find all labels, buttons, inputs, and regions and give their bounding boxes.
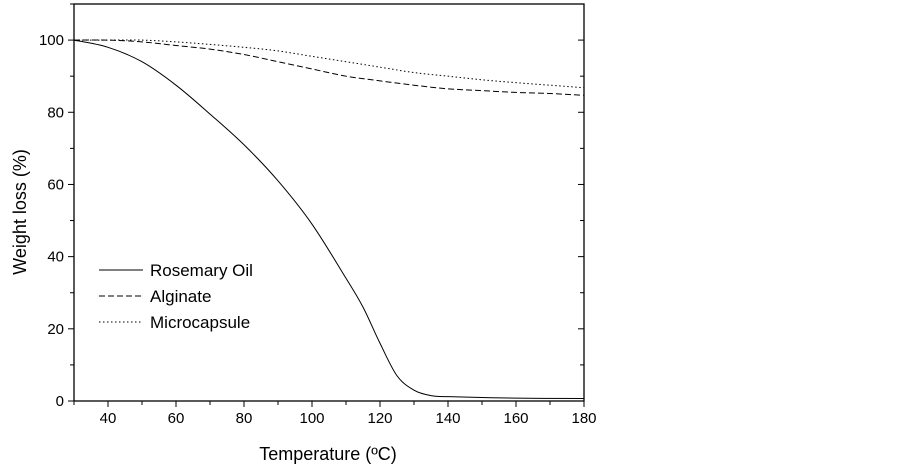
x-tick-label: 160 [503,410,528,427]
x-tick-label: 180 [571,410,596,427]
legend-label: Microcapsule [150,313,250,332]
y-axis-title: Weight loss (%) [10,149,30,275]
y-tick-label: 100 [39,32,64,49]
x-axis-title: Temperature (ºC) [259,444,397,464]
y-tick-label: 0 [56,393,64,410]
legend-label: Alginate [150,287,211,306]
legend-label: Rosemary Oil [150,261,253,280]
x-tick-label: 60 [168,410,185,427]
y-tick-label: 80 [47,104,64,121]
legend: Rosemary Oil Alginate Microcapsule [99,261,253,332]
x-tick-label: 100 [299,410,324,427]
x-tick-label: 140 [435,410,460,427]
series-line-alginate [73,39,585,96]
series-line-microcapsule [74,39,585,89]
y-tick-label: 40 [47,249,64,266]
x-tick-label: 40 [100,410,117,427]
plot-area-frame [73,3,585,402]
y-tick-label: 20 [47,321,64,338]
series-line-rosemary-oil [73,39,585,399]
y-tick-label: 60 [47,176,64,193]
x-tick-label: 120 [367,410,392,427]
x-tick-label: 80 [236,410,253,427]
